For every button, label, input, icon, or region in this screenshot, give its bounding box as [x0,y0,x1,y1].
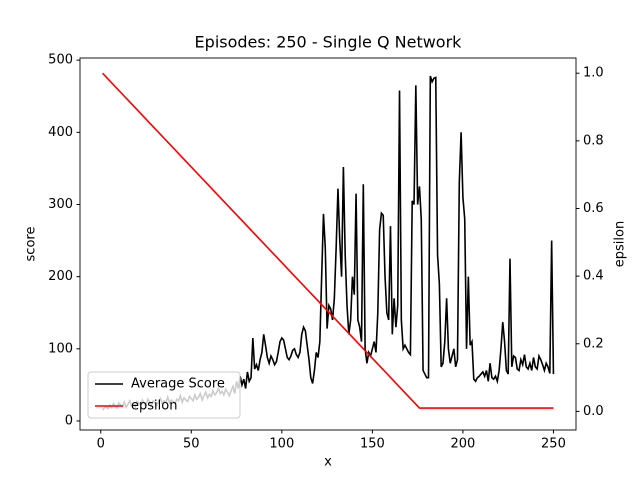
x-tick-label: 100 [269,437,294,452]
x-tick-label: 0 [97,437,105,452]
y2-tick-label: 0.8 [583,133,604,148]
legend-box [87,371,241,419]
y2-tick-label: 0.6 [583,201,604,216]
y-axis-label: score [24,227,39,262]
y2-tick-label: 0.4 [583,269,604,284]
x-tick-label: 150 [360,437,385,452]
plot-frame [79,57,577,431]
y-tick-label: 200 [48,269,73,284]
y2-tick-label: 0.0 [583,404,604,419]
y2-axis-label: epsilon [613,221,628,267]
legend-label: epsilon [131,399,177,414]
y2-tick-label: 0.2 [583,336,604,351]
chart-title: Episodes: 250 - Single Q Network [195,33,463,52]
x-tick-label: 50 [183,437,200,452]
x-tick-label: 200 [450,437,475,452]
x-axis-label: x [324,455,332,470]
series-line [101,72,554,409]
y-tick-label: 100 [48,341,73,356]
legend-label: Average Score [131,377,225,392]
y-tick-label: 400 [48,125,73,140]
y-tick-label: 300 [48,197,73,212]
y2-tick-label: 1.0 [583,66,604,81]
x-tick-label: 250 [541,437,566,452]
y-tick-label: 0 [65,413,73,428]
y-tick-label: 500 [48,53,73,68]
